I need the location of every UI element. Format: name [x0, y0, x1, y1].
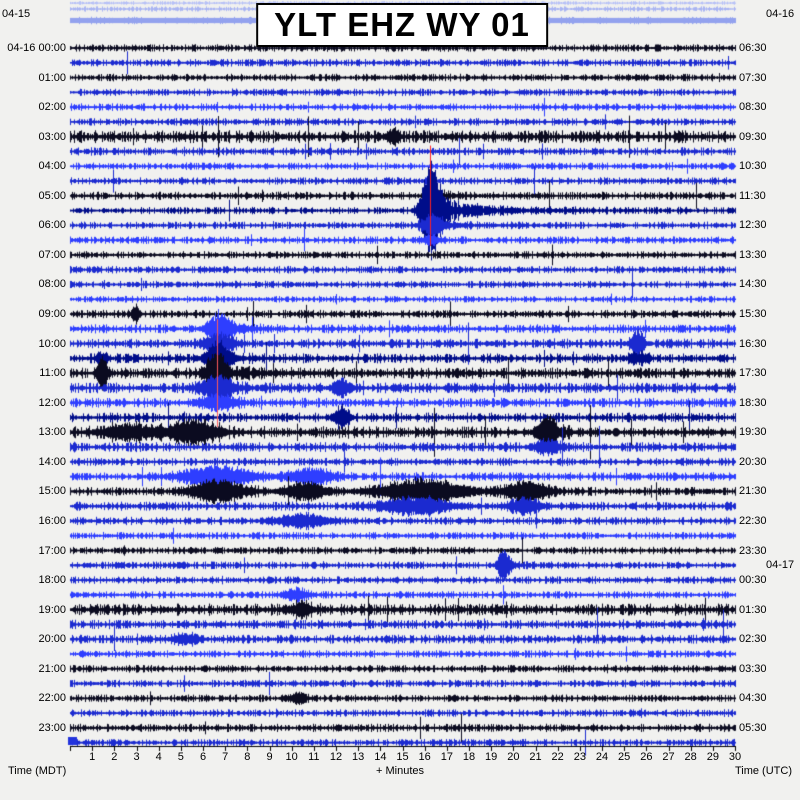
station-title: YLT EHZ WY 01 — [256, 3, 548, 47]
axis-label-mdt: Time (MDT) — [8, 765, 67, 777]
date-label-top-right: 04-16 — [766, 8, 795, 20]
axis-label-utc: Time (UTC) — [734, 765, 792, 777]
date-label-top-left: 04-15 — [2, 8, 31, 20]
axis-label-minutes: + Minutes — [376, 765, 424, 777]
